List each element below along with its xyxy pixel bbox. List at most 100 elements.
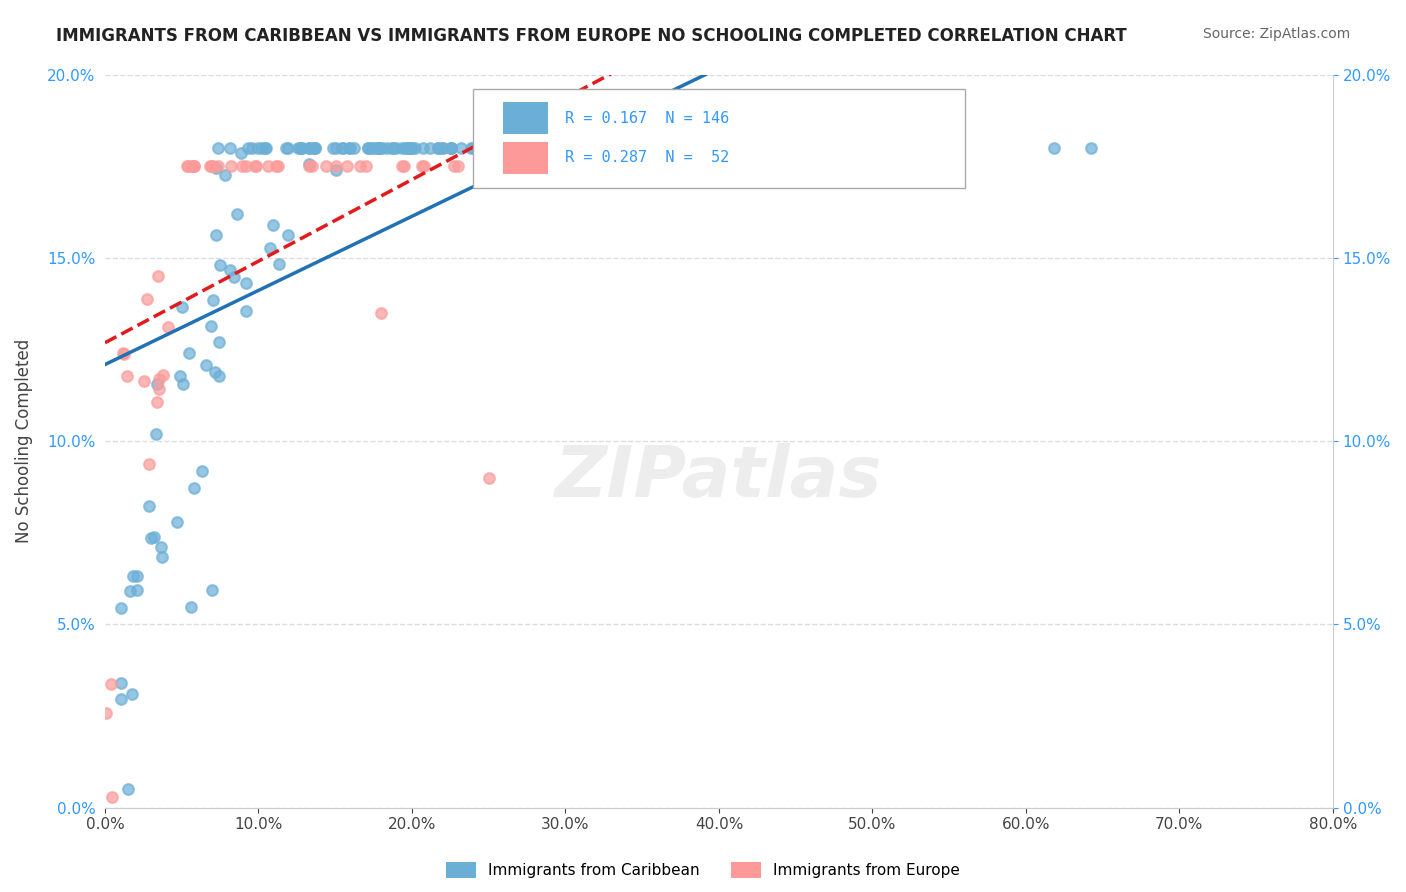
Point — [513, 141, 536, 155]
Point — [150, 550, 173, 565]
Point — [652, 141, 675, 155]
Point — [94, 706, 117, 720]
Point — [122, 569, 145, 583]
Point — [288, 141, 311, 155]
Point — [367, 141, 389, 155]
Point — [200, 318, 222, 333]
Point — [302, 141, 325, 155]
Point — [562, 141, 585, 155]
Point — [117, 782, 139, 797]
Point — [761, 141, 783, 155]
Point — [247, 141, 270, 155]
Point — [624, 141, 647, 155]
Point — [530, 141, 553, 155]
Point — [361, 141, 384, 155]
Point — [172, 376, 194, 391]
Point — [304, 141, 326, 155]
Point — [183, 481, 205, 495]
Point — [277, 141, 299, 155]
Point — [368, 141, 391, 155]
Point — [111, 346, 134, 360]
Point — [301, 159, 323, 173]
Point — [412, 159, 434, 173]
Point — [287, 141, 309, 155]
Text: IMMIGRANTS FROM CARIBBEAN VS IMMIGRANTS FROM EUROPE NO SCHOOLING COMPLETED CORRE: IMMIGRANTS FROM CARIBBEAN VS IMMIGRANTS … — [56, 27, 1128, 45]
Point — [250, 141, 273, 155]
Point — [536, 141, 558, 155]
Point — [152, 368, 174, 382]
Point — [170, 300, 193, 314]
Point — [125, 582, 148, 597]
Point — [322, 141, 344, 155]
Point — [304, 141, 326, 155]
Point — [201, 583, 224, 598]
Point — [419, 141, 441, 155]
Point — [613, 141, 636, 155]
Point — [599, 159, 621, 173]
Point — [219, 141, 242, 155]
Text: Source: ZipAtlas.com: Source: ZipAtlas.com — [1202, 27, 1350, 41]
Point — [641, 159, 664, 173]
Point — [368, 141, 391, 155]
Point — [479, 141, 502, 155]
Point — [342, 141, 364, 155]
Point — [460, 141, 482, 155]
Point — [225, 207, 247, 221]
Point — [364, 141, 387, 155]
Point — [181, 159, 204, 173]
Point — [551, 141, 574, 155]
Point — [200, 159, 222, 173]
Point — [138, 457, 160, 471]
Point — [156, 319, 179, 334]
Point — [240, 141, 263, 155]
Point — [465, 141, 488, 155]
Point — [337, 141, 360, 155]
Point — [385, 141, 408, 155]
Point — [399, 141, 422, 155]
Point — [274, 141, 297, 155]
Point — [332, 141, 354, 155]
Point — [394, 159, 416, 173]
Point — [382, 141, 405, 155]
FancyBboxPatch shape — [474, 89, 965, 188]
Point — [290, 141, 312, 155]
Point — [166, 515, 188, 529]
Point — [582, 141, 605, 155]
FancyBboxPatch shape — [503, 102, 548, 134]
Point — [146, 377, 169, 392]
Point — [325, 159, 347, 173]
Point — [231, 159, 253, 173]
Point — [208, 334, 231, 349]
Point — [519, 141, 541, 155]
Point — [336, 159, 359, 173]
Point — [876, 141, 898, 155]
Point — [208, 258, 231, 272]
Point — [202, 293, 225, 308]
Point — [439, 141, 461, 155]
Point — [325, 141, 347, 155]
Point — [148, 382, 170, 396]
Point — [683, 141, 706, 155]
Text: R = 0.167  N = 146: R = 0.167 N = 146 — [565, 111, 730, 126]
Point — [222, 270, 245, 285]
Point — [411, 159, 433, 173]
Point — [486, 141, 509, 155]
Point — [207, 368, 229, 383]
Point — [183, 159, 205, 173]
Point — [110, 692, 132, 706]
Point — [401, 141, 423, 155]
Point — [207, 141, 229, 155]
Point — [394, 141, 416, 155]
Point — [399, 141, 422, 155]
Point — [259, 241, 281, 255]
Point — [640, 141, 662, 155]
Point — [145, 427, 167, 442]
Point — [214, 168, 236, 182]
Text: ZIPatlas: ZIPatlas — [555, 443, 883, 512]
Point — [229, 145, 252, 160]
Point — [194, 358, 217, 372]
Point — [235, 276, 257, 290]
Point — [450, 141, 472, 155]
Point — [381, 141, 404, 155]
Point — [579, 141, 602, 155]
